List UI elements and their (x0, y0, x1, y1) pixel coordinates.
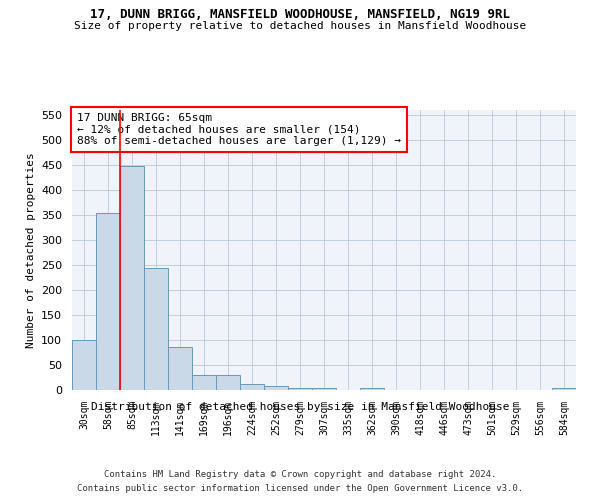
Y-axis label: Number of detached properties: Number of detached properties (26, 152, 35, 348)
Bar (552, 388, 576, 390)
Bar (264, 386, 288, 390)
Text: Distribution of detached houses by size in Mansfield Woodhouse: Distribution of detached houses by size … (91, 402, 509, 412)
Bar (360, 388, 384, 390)
Bar (288, 388, 312, 390)
Bar (120, 166, 144, 390)
Bar (168, 347, 192, 390)
Text: 17, DUNN BRIGG, MANSFIELD WOODHOUSE, MANSFIELD, NG19 9RL: 17, DUNN BRIGG, MANSFIELD WOODHOUSE, MAN… (90, 8, 510, 20)
Text: Contains public sector information licensed under the Open Government Licence v3: Contains public sector information licen… (77, 484, 523, 493)
Text: Size of property relative to detached houses in Mansfield Woodhouse: Size of property relative to detached ho… (74, 21, 526, 31)
Bar (144, 268, 168, 390)
Text: Contains HM Land Registry data © Crown copyright and database right 2024.: Contains HM Land Registry data © Crown c… (104, 470, 496, 479)
Text: 17 DUNN BRIGG: 65sqm
← 12% of detached houses are smaller (154)
88% of semi-deta: 17 DUNN BRIGG: 65sqm ← 12% of detached h… (77, 113, 401, 146)
Bar (192, 375, 216, 390)
Bar (312, 388, 336, 390)
Bar (216, 375, 240, 390)
Bar (72, 340, 96, 390)
Bar (96, 213, 120, 390)
Bar (240, 384, 264, 390)
